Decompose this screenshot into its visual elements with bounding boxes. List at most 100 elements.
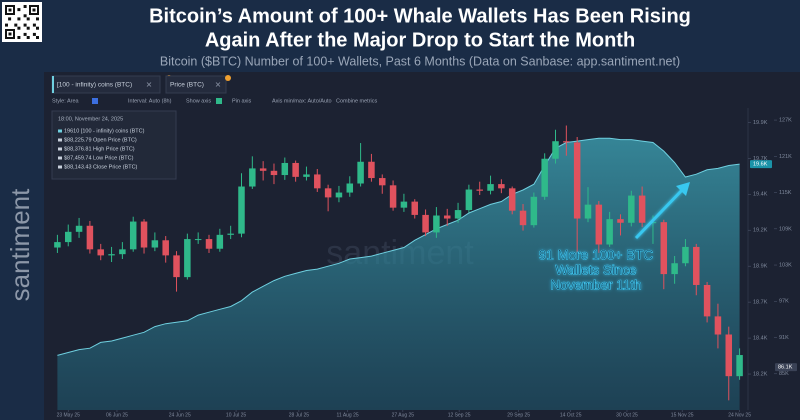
- candle-body: [64, 231, 72, 243]
- qr-cell: [26, 26, 30, 30]
- candle-body: [433, 215, 440, 233]
- color-swatch[interactable]: [92, 98, 98, 104]
- qr-cell: [26, 17, 30, 21]
- annotation-arrow: [634, 186, 686, 240]
- candle-body: [498, 184, 505, 189]
- qr-cell: [26, 36, 30, 39]
- legend-tab[interactable]: [165, 75, 227, 94]
- qr-cell: [32, 23, 36, 27]
- annotation: November 11th: [550, 278, 641, 293]
- y-tick-label: 18.7K: [753, 300, 768, 306]
- value-tag-label: 19.6K: [753, 162, 768, 168]
- candle-body: [346, 183, 354, 193]
- x-tick-label: 10 Jul 25: [226, 412, 247, 418]
- candle-body: [563, 141, 570, 143]
- legend-label[interactable]: [100 - infinity) coins (BTC): [57, 82, 132, 89]
- candle-body: [249, 168, 256, 187]
- annotation-arrowhead: [676, 182, 690, 196]
- value-tag: [750, 160, 772, 169]
- candle-body: [292, 162, 299, 177]
- candle-body: [638, 195, 646, 223]
- candle-body: [617, 219, 624, 223]
- candle-body: [303, 174, 310, 177]
- candle-body: [227, 233, 234, 235]
- candle-body: [606, 219, 613, 245]
- x-tick-label: 29 Sep 25: [507, 412, 530, 418]
- y2-tick-label: 91K: [779, 335, 789, 341]
- area: [57, 138, 740, 410]
- setting[interactable]: Combine metrics: [336, 98, 378, 104]
- area-line: [57, 137, 740, 356]
- qr-cell: [8, 17, 12, 21]
- candle-body: [411, 201, 418, 215]
- candle-body: [628, 195, 635, 223]
- x-tick-label: 24 Nov 25: [728, 412, 751, 418]
- x-tick-label: 12 Sep 25: [448, 412, 471, 418]
- tooltip-swatch: [58, 138, 62, 142]
- candle-body: [682, 246, 689, 264]
- x-tick-label: 06 Jun 25: [106, 412, 128, 418]
- checkbox[interactable]: [216, 98, 222, 104]
- setting[interactable]: Axis min/max: Auto/Auto: [272, 98, 332, 104]
- x-tick-label: 27 Aug 25: [392, 412, 415, 418]
- tooltip-swatch: [58, 156, 62, 160]
- candle-body: [660, 222, 668, 275]
- candle-body: [151, 240, 159, 248]
- badge: [225, 75, 231, 81]
- candle-body: [454, 210, 462, 219]
- legend-label[interactable]: Price (BTC): [170, 82, 204, 89]
- candle-body: [162, 240, 169, 256]
- candle-body: [530, 196, 538, 226]
- x-tick-label: 23 May 25: [57, 412, 81, 418]
- candle-body: [281, 162, 289, 176]
- y-tick-label: 19.4K: [753, 192, 768, 198]
- qr-cell: [23, 5, 27, 8]
- candle-body: [508, 188, 516, 211]
- setting[interactable]: Show axis: [186, 98, 211, 104]
- y2-tick-label: 85K: [779, 371, 789, 377]
- candle-body: [129, 221, 137, 250]
- close-icon[interactable]: [146, 82, 152, 87]
- candle-body: [324, 188, 332, 198]
- setting[interactable]: Style: Area: [52, 98, 80, 104]
- close-icon[interactable]: [215, 82, 221, 87]
- qr-cell: [17, 36, 21, 39]
- setting[interactable]: Pin axis: [232, 98, 252, 104]
- candle-body: [368, 161, 375, 179]
- value-tag: [775, 363, 797, 372]
- x-tick-label: 11 Aug 25: [337, 412, 359, 418]
- tooltip-swatch: [58, 165, 62, 169]
- candle-body: [108, 254, 115, 256]
- candle-body: [357, 161, 364, 184]
- tooltip-swatch: [58, 147, 62, 151]
- y2-tick-label: 121K: [779, 154, 792, 160]
- candle-body: [194, 239, 202, 241]
- tooltip-swatch: [58, 129, 62, 133]
- candle-body: [465, 189, 473, 211]
- tooltip-row: $88,376.81 High Price (BTC): [64, 146, 135, 152]
- y-tick-label: 18.9K: [753, 264, 768, 270]
- x-tick-label: 15 Nov 25: [671, 412, 694, 418]
- y-tick-label: 18.2K: [753, 372, 768, 378]
- candle-body: [216, 234, 224, 249]
- chart-title: Again After the Major Drop to Start the …: [205, 29, 635, 51]
- candle-body: [649, 222, 657, 224]
- tooltip-date: 18:00, November 24, 2025: [58, 116, 123, 122]
- qr-cell: [14, 23, 18, 27]
- candle-body: [443, 215, 451, 219]
- setting[interactable]: Interval: Auto (8h): [128, 98, 172, 104]
- candle-body: [140, 221, 148, 248]
- x-tick-label: 30 Oct 25: [616, 412, 638, 418]
- y2-tick-label: 97K: [779, 299, 789, 305]
- chart-title: Bitcoin’s Amount of 100+ Whale Wallets H…: [149, 5, 691, 27]
- qr-cell: [32, 32, 36, 36]
- candle-body: [75, 225, 83, 232]
- watermark: santiment: [5, 188, 35, 301]
- candle-body: [736, 355, 743, 377]
- plot-area: 19.9K 19.7K 19.4K 19.2K 18.9K 18.7K 18.4K 18.2K…: [54, 108, 797, 418]
- qr-cell: [23, 14, 27, 18]
- candle-body: [119, 249, 126, 255]
- candle-body: [552, 141, 559, 159]
- annotation: 91 More 100+ BTC: [539, 248, 654, 263]
